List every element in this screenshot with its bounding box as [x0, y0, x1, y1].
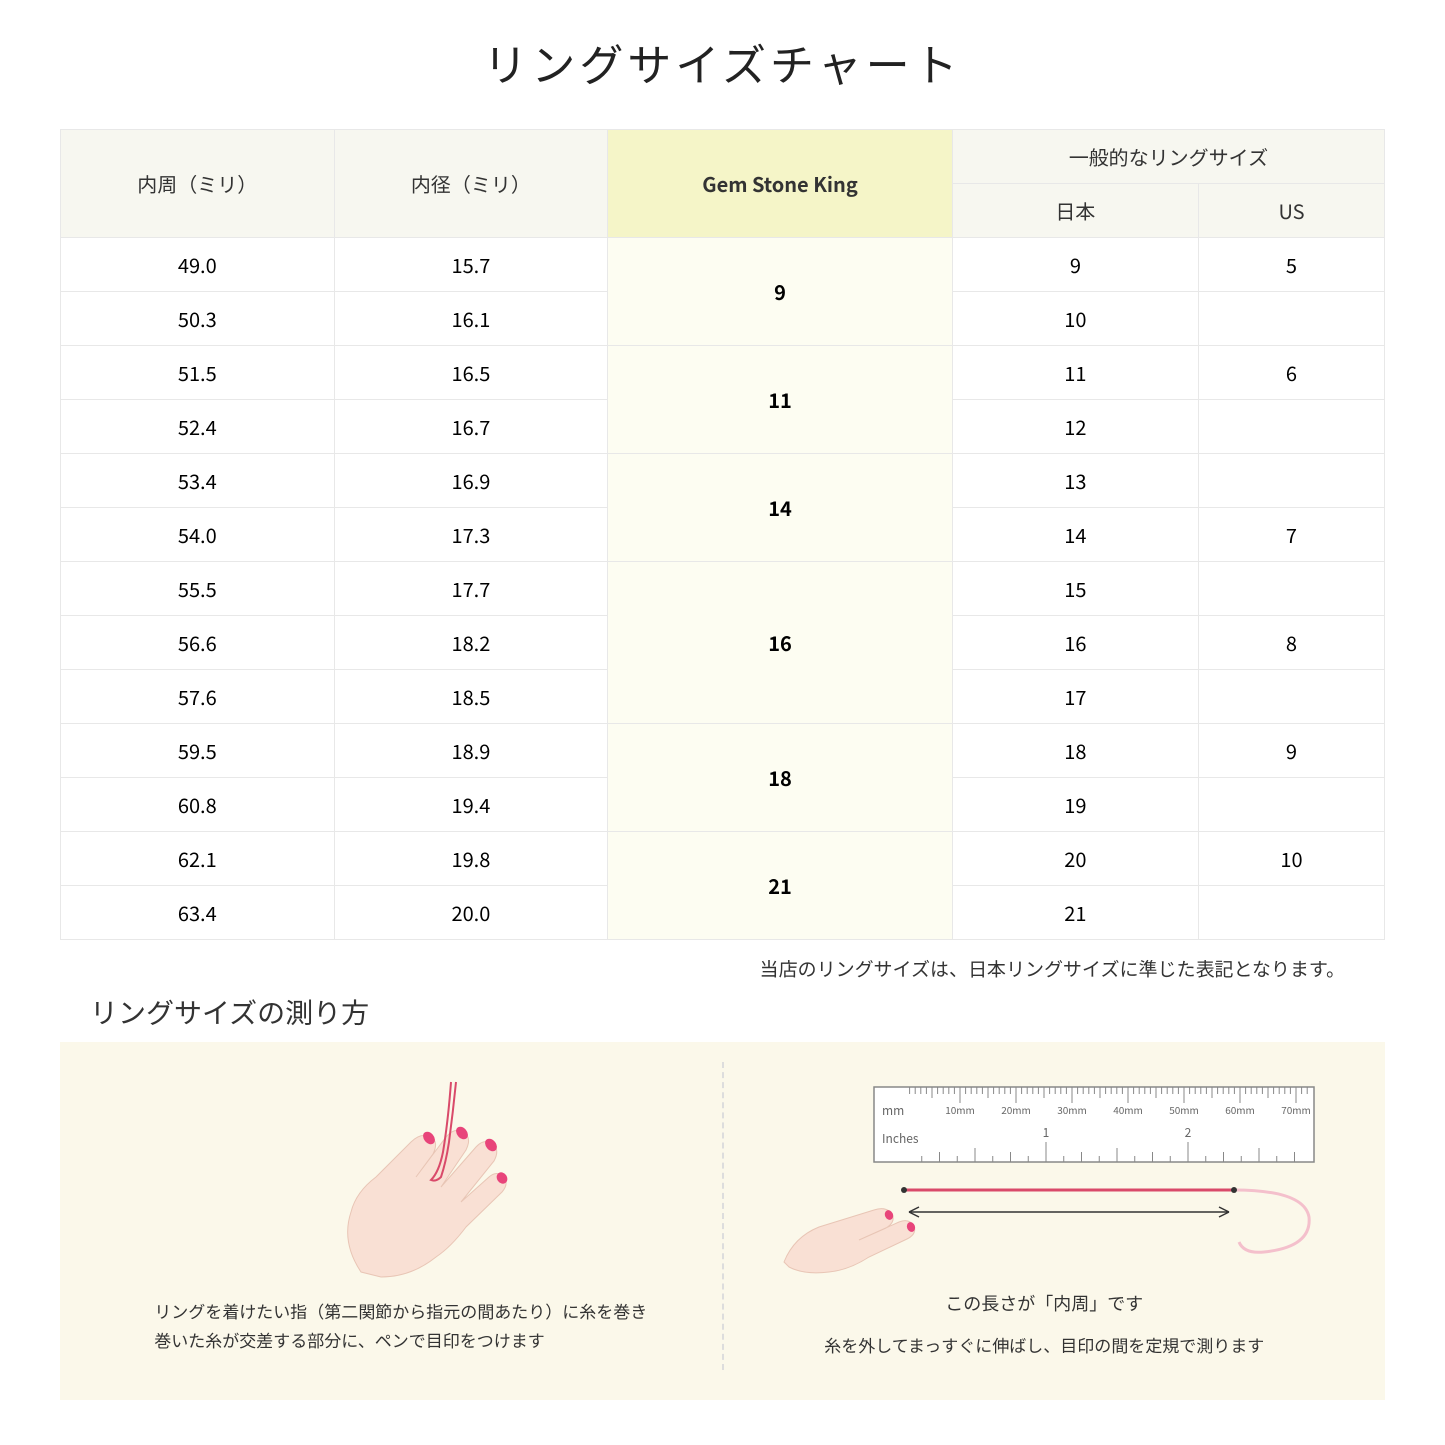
cell-circumference: 54.0: [61, 508, 335, 562]
cell-circumference: 59.5: [61, 724, 335, 778]
svg-text:60mm: 60mm: [1225, 1102, 1255, 1117]
cell-japan: 19: [952, 778, 1198, 832]
col-us: US: [1198, 184, 1384, 238]
svg-text:50mm: 50mm: [1169, 1102, 1199, 1117]
howto-section: リングを着けたい指（第二関節から指元の間あたり）に糸を巻き巻いた糸が交差する部分…: [60, 1042, 1385, 1400]
cell-japan: 10: [952, 292, 1198, 346]
cell-japan: 20: [952, 832, 1198, 886]
cell-us: [1198, 400, 1384, 454]
col-circumference: 内周（ミリ）: [61, 130, 335, 238]
howto-left-text: リングを着けたい指（第二関節から指元の間あたり）に糸を巻き巻いた糸が交差する部分…: [154, 1297, 647, 1355]
cell-japan: 21: [952, 886, 1198, 940]
cell-japan: 9: [952, 238, 1198, 292]
col-general: 一般的なリングサイズ: [952, 130, 1384, 184]
cell-us: 5: [1198, 238, 1384, 292]
svg-text:2: 2: [1185, 1124, 1192, 1141]
cell-circumference: 57.6: [61, 670, 335, 724]
svg-text:40mm: 40mm: [1113, 1102, 1143, 1117]
cell-us: 7: [1198, 508, 1384, 562]
svg-text:20mm: 20mm: [1001, 1102, 1031, 1117]
hand-wrap-illustration: [110, 1072, 692, 1282]
howto-panel-left: リングを着けたい指（第二関節から指元の間あたり）に糸を巻き巻いた糸が交差する部分…: [90, 1062, 712, 1370]
svg-text:mm: mm: [882, 1102, 904, 1119]
cell-japan: 15: [952, 562, 1198, 616]
howto-right-text: 糸を外してまっすぐに伸ばし、目印の間を定規で測ります: [824, 1331, 1264, 1360]
cell-gsk: 18: [608, 724, 953, 832]
cell-japan: 13: [952, 454, 1198, 508]
cell-us: 9: [1198, 724, 1384, 778]
cell-circumference: 53.4: [61, 454, 335, 508]
ruler-illustration: mm Inches 10mm 20mm 30mm 40mm 50mm 60mm 70mm 1…: [754, 1072, 1336, 1282]
cell-us: [1198, 670, 1384, 724]
svg-text:10mm: 10mm: [945, 1102, 975, 1117]
cell-diameter: 16.1: [334, 292, 608, 346]
table-row: 51.516.511116: [61, 346, 1385, 400]
cell-circumference: 60.8: [61, 778, 335, 832]
cell-circumference: 56.6: [61, 616, 335, 670]
cell-circumference: 63.4: [61, 886, 335, 940]
cell-japan: 14: [952, 508, 1198, 562]
cell-us: 6: [1198, 346, 1384, 400]
cell-diameter: 20.0: [334, 886, 608, 940]
cell-us: [1198, 562, 1384, 616]
cell-gsk: 21: [608, 832, 953, 940]
cell-diameter: 17.7: [334, 562, 608, 616]
cell-circumference: 49.0: [61, 238, 335, 292]
table-row: 49.015.7995: [61, 238, 1385, 292]
cell-us: [1198, 454, 1384, 508]
cell-circumference: 50.3: [61, 292, 335, 346]
col-japan: 日本: [952, 184, 1198, 238]
cell-diameter: 19.8: [334, 832, 608, 886]
ruler-length-label: この長さが「内周」です: [945, 1290, 1143, 1316]
cell-circumference: 52.4: [61, 400, 335, 454]
cell-gsk: 11: [608, 346, 953, 454]
cell-diameter: 17.3: [334, 508, 608, 562]
cell-gsk: 14: [608, 454, 953, 562]
cell-circumference: 62.1: [61, 832, 335, 886]
cell-us: 10: [1198, 832, 1384, 886]
col-diameter: 内径（ミリ）: [334, 130, 608, 238]
cell-diameter: 18.2: [334, 616, 608, 670]
cell-us: 8: [1198, 616, 1384, 670]
svg-text:70mm: 70mm: [1281, 1102, 1311, 1117]
cell-diameter: 16.9: [334, 454, 608, 508]
cell-japan: 16: [952, 616, 1198, 670]
svg-text:1: 1: [1043, 1124, 1050, 1141]
cell-japan: 12: [952, 400, 1198, 454]
table-note: 当店のリングサイズは、日本リングサイズに準じた表記となります。: [60, 955, 1385, 982]
cell-circumference: 51.5: [61, 346, 335, 400]
col-gsk: Gem Stone King: [608, 130, 953, 238]
howto-divider: [722, 1062, 724, 1370]
cell-diameter: 18.5: [334, 670, 608, 724]
table-row: 53.416.91413: [61, 454, 1385, 508]
cell-japan: 11: [952, 346, 1198, 400]
table-row: 55.517.71615: [61, 562, 1385, 616]
cell-diameter: 15.7: [334, 238, 608, 292]
cell-us: [1198, 886, 1384, 940]
cell-diameter: 18.9: [334, 724, 608, 778]
cell-diameter: 19.4: [334, 778, 608, 832]
cell-japan: 18: [952, 724, 1198, 778]
howto-panel-right: mm Inches 10mm 20mm 30mm 40mm 50mm 60mm 70mm 1…: [734, 1062, 1356, 1370]
cell-japan: 17: [952, 670, 1198, 724]
svg-text:Inches: Inches: [882, 1130, 919, 1147]
ring-size-table: 内周（ミリ） 内径（ミリ） Gem Stone King 一般的なリングサイズ …: [60, 129, 1385, 940]
cell-us: [1198, 778, 1384, 832]
table-row: 62.119.8212010: [61, 832, 1385, 886]
cell-circumference: 55.5: [61, 562, 335, 616]
cell-diameter: 16.7: [334, 400, 608, 454]
cell-gsk: 9: [608, 238, 953, 346]
svg-text:30mm: 30mm: [1057, 1102, 1087, 1117]
howto-title: リングサイズの測り方: [90, 992, 1385, 1032]
table-row: 59.518.918189: [61, 724, 1385, 778]
page-title: リングサイズチャート: [60, 30, 1385, 94]
cell-diameter: 16.5: [334, 346, 608, 400]
cell-gsk: 16: [608, 562, 953, 724]
cell-us: [1198, 292, 1384, 346]
